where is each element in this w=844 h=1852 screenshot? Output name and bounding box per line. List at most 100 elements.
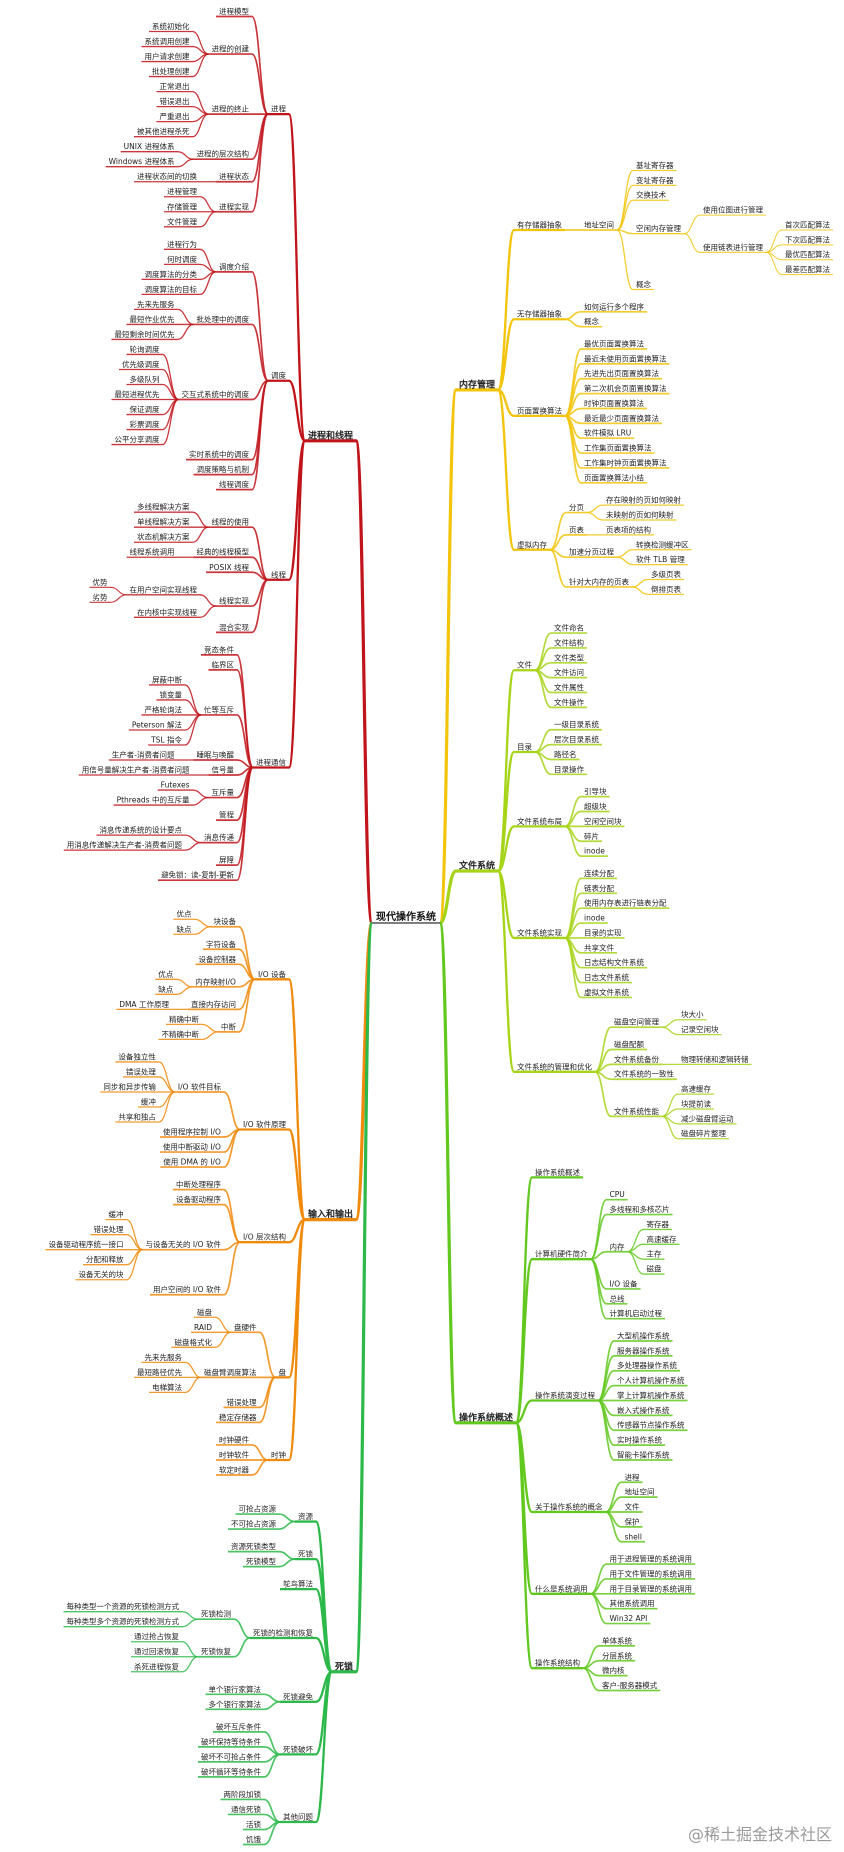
node-label: TSL 指令: [150, 734, 182, 744]
node-label: 时钟页面置换算法: [584, 398, 644, 408]
branch-line: [549, 548, 567, 588]
node-label: 空闲内存管理: [636, 223, 681, 233]
node-label: 时钟: [271, 1449, 286, 1459]
node-label: 操作系统结构: [535, 1658, 580, 1668]
branch-line: [263, 1700, 281, 1711]
node-label: 错误处理: [126, 1066, 156, 1076]
node-label: 磁盘格式化: [174, 1337, 212, 1347]
branch-line: [496, 669, 516, 873]
branch-line: [534, 661, 552, 672]
node-label: 最短作业优先: [129, 314, 174, 324]
node-label: 进程: [271, 105, 286, 114]
branch-line: [214, 1316, 232, 1333]
branch-line: [438, 921, 458, 1425]
node-label: 信号量: [211, 765, 234, 775]
node-label: 屏蔽中断: [152, 674, 182, 684]
node-label: 分页: [569, 503, 584, 512]
node-label: 存在映射的页如何映射: [606, 495, 681, 505]
node-label: 资源: [298, 1511, 313, 1521]
node-label: 杀死进程恢复: [134, 1661, 179, 1671]
node-label: 设备驱动程序统一接口: [49, 1239, 124, 1249]
node-label: 文件系统的一致性: [614, 1069, 674, 1079]
node-label: 文件属性: [554, 682, 584, 692]
node-label: 同步和异步传输: [103, 1081, 156, 1091]
node-label: 每种类型一个资源的死锁检测方式: [66, 1601, 179, 1611]
node-label: 工作集页面置换算法: [584, 443, 652, 453]
node-label: 调度介绍: [219, 261, 249, 271]
node-label: 进程的创建: [211, 44, 249, 54]
node-label: 调度算法的分类: [144, 269, 197, 279]
branch-line: [192, 789, 209, 799]
branch-line: [616, 184, 634, 231]
node-label: 实时系统中的调度: [189, 449, 249, 459]
node-label: 内存: [610, 1241, 625, 1251]
node-label: 物理转储和逻辑转储: [681, 1054, 749, 1064]
node-label: 死锁破坏: [283, 1744, 313, 1754]
node-label: 主存: [647, 1249, 662, 1259]
branch-line: [354, 439, 374, 925]
node-label: 减少磁盘臂运动: [681, 1113, 734, 1123]
node-label: 彩票调度: [129, 419, 159, 429]
branch-line: [564, 937, 582, 999]
node-label: 设备无关的块: [79, 1269, 124, 1279]
node-label: 直接内存访问: [191, 999, 236, 1009]
branch-line: [589, 1258, 608, 1320]
node-label: 线程的使用: [211, 517, 249, 527]
branch-line: [616, 199, 634, 231]
branch-line: [549, 511, 567, 551]
node-label: 高速缓存: [647, 1234, 677, 1244]
node-label: 使用程序控制 I/O: [163, 1127, 221, 1137]
branch-line: [278, 1550, 296, 1560]
branch-line: [315, 1636, 333, 1673]
node-label: 进程的层次结构: [196, 149, 249, 159]
node-label: I/O 设备: [258, 969, 287, 979]
node-label: Windows 进程体系: [109, 156, 175, 166]
node-label: 总线: [610, 1293, 625, 1303]
branch-line: [616, 229, 634, 291]
node-label: 设备独立性: [118, 1051, 156, 1061]
branch-line: [126, 1249, 143, 1281]
branch-line: [192, 113, 209, 138]
node-label: 计算机硬件简介: [535, 1249, 588, 1259]
branch-line: [631, 578, 649, 588]
node-label: 加速分页过程: [569, 547, 614, 557]
branch-line: [251, 53, 269, 115]
node-label: 进程管理: [167, 186, 197, 196]
node-label: 块大小: [681, 1009, 704, 1019]
node-label: 其他问题: [283, 1811, 313, 1821]
node-label: 设备控制器: [198, 954, 236, 964]
node-label: 文件命名: [554, 623, 584, 633]
node-label: 寄存器: [647, 1219, 670, 1229]
branch-line: [201, 1031, 219, 1041]
node-label: 管程: [219, 810, 234, 820]
branch-line: [110, 586, 127, 596]
branch-line: [158, 1091, 176, 1123]
node-label: 死锁: [334, 1660, 353, 1672]
node-label: 层次目录系统: [554, 734, 599, 744]
node-label: 内存管理: [459, 378, 495, 390]
node-label: 保护: [625, 1516, 640, 1526]
branch-line: [564, 318, 582, 328]
branch-line: [278, 1558, 296, 1568]
node-label: 锁变量: [159, 689, 182, 699]
node-label: 多处理器操作系统: [617, 1360, 677, 1370]
node-label: 分层系统: [602, 1650, 632, 1660]
branch-line: [661, 1019, 679, 1028]
node-label: 与设备无关的 I/O 软件: [146, 1239, 222, 1249]
node-label: 文件: [625, 1502, 640, 1512]
branch-line: [594, 1070, 612, 1118]
branch-line: [278, 1520, 296, 1530]
node-label: 优势: [92, 577, 107, 587]
node-label: 地址空间: [584, 219, 614, 229]
node-label: 输入和输出: [308, 1208, 353, 1220]
node-label: 文件操作: [554, 697, 584, 707]
node-label: 时钟硬件: [219, 1434, 249, 1444]
node-label: 页面置换算法小结: [584, 472, 644, 482]
node-label: 地址空间: [625, 1487, 655, 1497]
branch-line: [534, 751, 552, 776]
node-label: I/O 软件目标: [178, 1081, 222, 1091]
node-label: 磁盘配额: [614, 1039, 644, 1049]
node-label: 磁盘空间管理: [614, 1017, 659, 1027]
node-label: 竞态条件: [204, 644, 234, 654]
